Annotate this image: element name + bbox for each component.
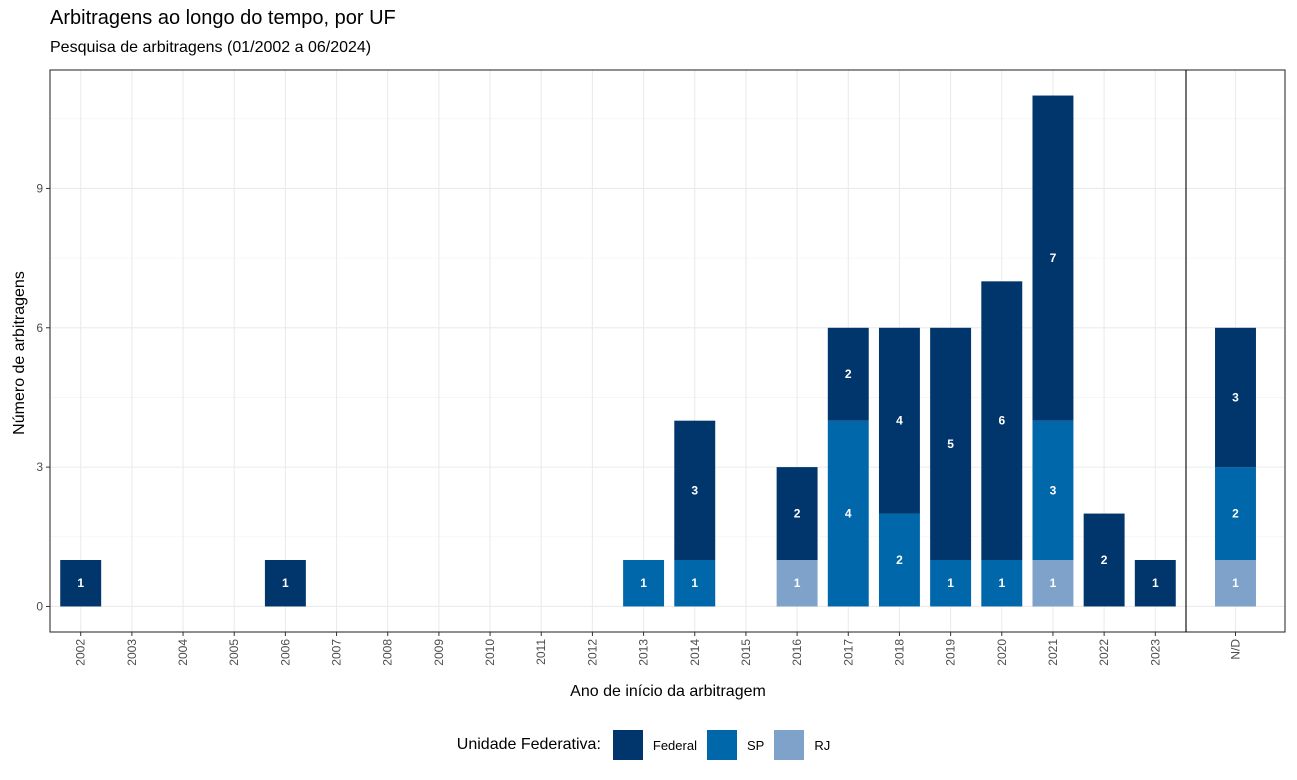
bar-label: 1 bbox=[77, 576, 84, 590]
bar-sp-2019 bbox=[930, 560, 972, 607]
x-tick-label: 2018 bbox=[892, 639, 906, 666]
bar-label: 1 bbox=[1050, 576, 1057, 590]
x-tick-label: 2014 bbox=[688, 639, 702, 666]
x-tick-label: 2010 bbox=[483, 639, 497, 666]
bar-label: 1 bbox=[998, 576, 1005, 590]
x-tick-label: N/D bbox=[1229, 639, 1243, 660]
panel-border bbox=[49, 69, 1286, 633]
x-tick-label: 2006 bbox=[278, 639, 292, 666]
bar-rj-nd bbox=[1215, 560, 1256, 607]
x-tick-label: 2013 bbox=[637, 639, 651, 666]
bar-label: 1 bbox=[947, 576, 954, 590]
bar-sp-2021 bbox=[1032, 420, 1074, 561]
x-tick-label: 2007 bbox=[330, 639, 344, 666]
bar-sp-2020 bbox=[981, 560, 1023, 607]
bar-label: 5 bbox=[947, 437, 954, 451]
legend-label-federal: Federal bbox=[652, 737, 697, 753]
x-tick-label: 2022 bbox=[1097, 639, 1111, 666]
x-tick-label: 2009 bbox=[432, 639, 446, 666]
x-tick-label: 2021 bbox=[1046, 639, 1060, 666]
x-tick-label: 2016 bbox=[790, 639, 804, 666]
bar-label: 2 bbox=[845, 367, 852, 381]
x-tick-label: 2008 bbox=[381, 639, 395, 666]
x-tick-label: 2023 bbox=[1148, 639, 1162, 666]
chart-subtitle: Pesquisa de arbitragens (01/2002 a 06/20… bbox=[50, 39, 372, 56]
bar-federal-2019 bbox=[930, 327, 972, 561]
bar-rj-2016 bbox=[776, 560, 818, 607]
bar-sp-2018 bbox=[878, 513, 920, 607]
x-tick-label: 2020 bbox=[995, 639, 1009, 666]
legend-key-rj bbox=[774, 730, 805, 760]
bar-label: 1 bbox=[1232, 576, 1239, 590]
bar-federal-2014 bbox=[674, 420, 716, 561]
y-tick-label: 0 bbox=[36, 599, 43, 613]
bar-label: 1 bbox=[691, 576, 698, 590]
bar-label: 2 bbox=[794, 507, 801, 521]
bar-sp-2017 bbox=[827, 420, 869, 607]
x-tick-label: 2011 bbox=[534, 639, 548, 665]
bar-label: 2 bbox=[896, 553, 903, 567]
x-tick-label: 2002 bbox=[74, 639, 88, 666]
bar-federal-2017 bbox=[827, 327, 869, 421]
bar-label: 6 bbox=[998, 414, 1005, 428]
x-axis-title: Ano de início da arbitragem bbox=[570, 683, 766, 700]
bar-label: 1 bbox=[640, 576, 647, 590]
y-tick-label: 6 bbox=[36, 321, 43, 335]
legend-label-rj: RJ bbox=[814, 737, 831, 753]
x-tick-label: 2017 bbox=[841, 639, 855, 666]
bar-federal-2002 bbox=[60, 560, 102, 607]
legend-key-federal bbox=[612, 730, 643, 760]
bar-federal-2018 bbox=[878, 327, 920, 514]
bar-sp-nd bbox=[1215, 467, 1256, 561]
x-tick-label: 2019 bbox=[944, 639, 958, 666]
legend-title: Unidade Federativa: bbox=[456, 736, 601, 753]
bar-label: 1 bbox=[794, 576, 801, 590]
y-axis-title: Número de arbitragens bbox=[11, 271, 28, 435]
x-tick-label: 2004 bbox=[176, 639, 190, 666]
bar-label: 2 bbox=[1101, 553, 1108, 567]
bar-label: 2 bbox=[1232, 507, 1239, 521]
bar-federal-nd bbox=[1215, 327, 1256, 468]
bar-federal-2023 bbox=[1134, 560, 1176, 607]
bar-federal-2006 bbox=[264, 560, 306, 607]
x-tick-label: 2012 bbox=[585, 639, 599, 666]
bar-label: 1 bbox=[1152, 576, 1159, 590]
bar-federal-2020 bbox=[981, 281, 1023, 561]
bar-federal-2021 bbox=[1032, 95, 1074, 421]
y-tick-label: 9 bbox=[36, 181, 43, 195]
bar-label: 7 bbox=[1050, 251, 1057, 265]
bar-federal-2022 bbox=[1083, 513, 1125, 607]
bar-label: 3 bbox=[1232, 390, 1239, 404]
bar-label: 1 bbox=[282, 576, 289, 590]
bar-label: 3 bbox=[691, 483, 698, 497]
x-tick-label: 2015 bbox=[739, 639, 753, 666]
bar-label: 4 bbox=[845, 507, 852, 521]
bar-label: 4 bbox=[896, 414, 903, 428]
legend: Unidade Federativa: Federal SP RJ bbox=[0, 730, 1297, 760]
chart-title: Arbitragens ao longo do tempo, por UF bbox=[50, 7, 396, 29]
bar-rj-2021 bbox=[1032, 560, 1074, 607]
x-tick-label: 2003 bbox=[125, 639, 139, 666]
legend-key-sp bbox=[706, 730, 737, 760]
legend-label-sp: SP bbox=[746, 737, 765, 753]
bar-sp-2013 bbox=[623, 560, 665, 607]
bar-federal-2016 bbox=[776, 467, 818, 561]
bar-label: 3 bbox=[1050, 483, 1057, 497]
y-tick-label: 3 bbox=[36, 460, 43, 474]
x-tick-label: 2005 bbox=[227, 639, 241, 666]
bar-sp-2014 bbox=[674, 560, 716, 607]
